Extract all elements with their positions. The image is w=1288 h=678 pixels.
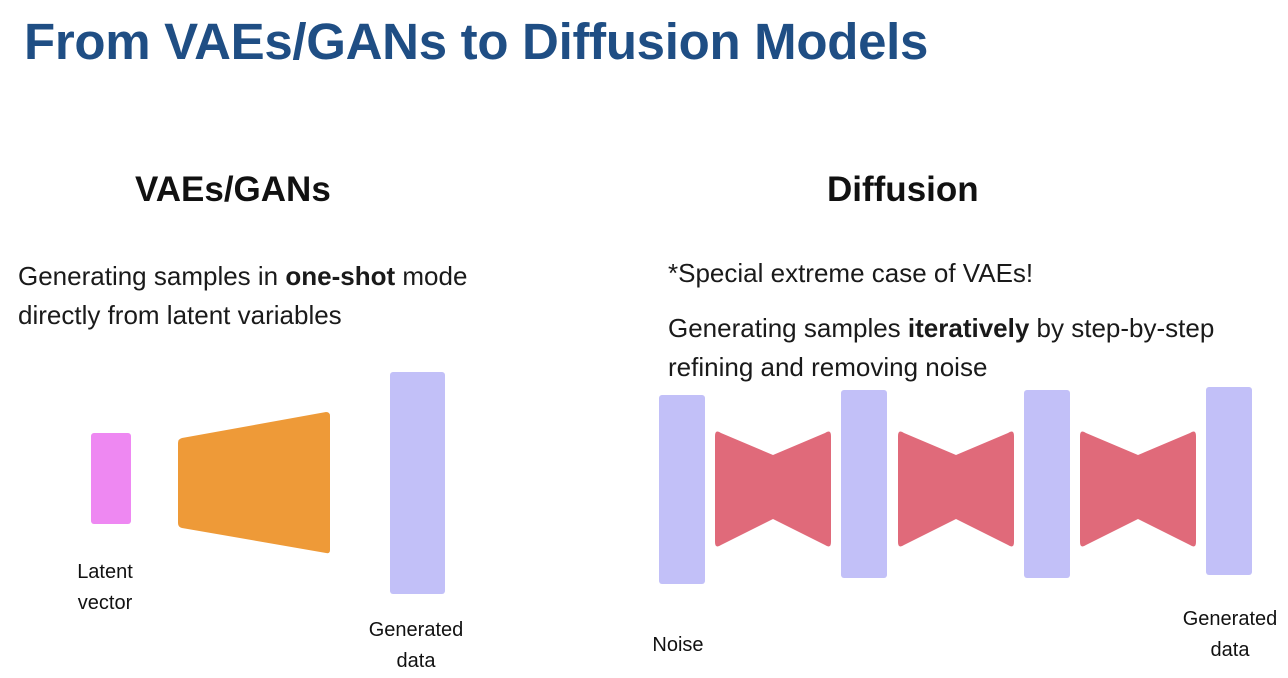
diffusion-generated-data-label-line2: data: [1210, 639, 1250, 661]
vaes-gans-description-pre: Generating samples in: [18, 261, 286, 291]
iteratively-emphasis: iteratively: [907, 313, 1030, 343]
diffusion-description-pre: Generating samples: [668, 313, 908, 343]
diffusion-description: Generating samples iteratively by step-b…: [668, 309, 1228, 387]
generated-data-label-line1: Generated: [368, 619, 464, 641]
noise-block: [659, 395, 705, 584]
generated-data-label: Generated data: [356, 615, 476, 677]
noise-label: Noise: [652, 634, 704, 656]
denoiser-network-3: [1080, 431, 1196, 547]
generator-network: [178, 412, 330, 554]
vae-special-case-note: *Special extreme case of VAEs!: [668, 258, 1034, 288]
diffusion-generated-data-block: [1206, 387, 1252, 575]
generated-data-label-line2: data: [396, 650, 436, 672]
vaes-gans-description-post: mode directly from latent variables: [18, 261, 468, 330]
intermediate-block-1: [841, 390, 887, 578]
one-shot-emphasis: one-shot: [285, 261, 396, 291]
vaes-gans-description: Generating samples in one-shot mode dire…: [18, 257, 538, 335]
latent-vector-block: [91, 433, 131, 524]
latent-vector-label: Latent vector: [60, 557, 150, 619]
diffusion-heading: Diffusion: [827, 170, 979, 209]
denoiser-network-1: [715, 431, 831, 547]
latent-vector-label-line2: vector: [77, 592, 133, 614]
diffusion-generated-data-label: Generated data: [1172, 604, 1288, 666]
denoiser-network-2: [898, 431, 1014, 547]
generated-data-block: [390, 372, 445, 594]
vaes-gans-heading: VAEs/GANs: [135, 170, 331, 209]
latent-vector-label-line1: Latent: [77, 561, 133, 583]
diffusion-generated-data-label-line1: Generated: [1182, 608, 1278, 630]
slide-title: From VAEs/GANs to Diffusion Models: [24, 13, 929, 70]
diffusion-description-post: by step-by-step refining and removing no…: [668, 313, 1215, 382]
intermediate-block-2: [1024, 390, 1070, 578]
